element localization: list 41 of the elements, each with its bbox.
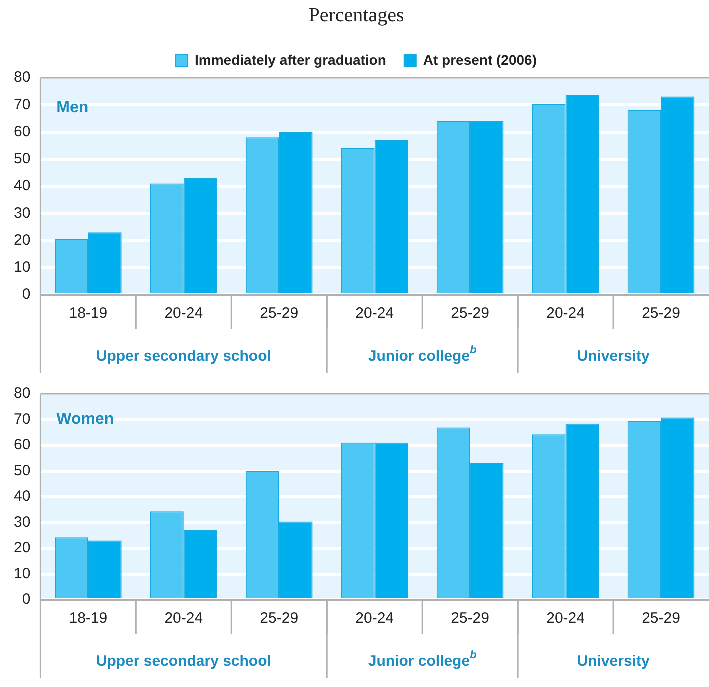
y-tick-label: 70 — [14, 410, 31, 428]
x-tick-label: 25-29 — [260, 610, 299, 628]
text: University — [577, 348, 650, 366]
y-tick-label: 40 — [14, 178, 31, 195]
x-tick-label: 20-24 — [164, 305, 204, 322]
x-tick-label: 20-24 — [356, 305, 394, 322]
y-tick-label: 70 — [14, 96, 31, 114]
y-tick-label: 0 — [22, 591, 31, 608]
y-tick-label: 50 — [14, 462, 31, 480]
y-tick-label: 60 — [14, 436, 31, 454]
y-tick-label: 20 — [14, 232, 31, 249]
chart-title: Percentages — [308, 4, 404, 26]
x-tick-label: 20-24 — [164, 610, 204, 628]
y-tick-label: 10 — [14, 259, 31, 276]
y-tick-label: 0 — [22, 286, 31, 304]
x-tick-label: 20-24 — [546, 305, 585, 322]
x-tick-label: 18-19 — [69, 610, 108, 628]
x-tick-label: 18-19 — [69, 305, 108, 322]
y-tick-label: 60 — [14, 123, 31, 140]
x-tick-label: 25-29 — [451, 610, 490, 628]
x-tick-label: 20-24 — [546, 610, 585, 628]
x-tick-label: 20-24 — [356, 610, 394, 628]
y-tick-label: 20 — [14, 540, 31, 557]
legend-label: At present (2006) — [423, 52, 537, 68]
y-tick-label: 40 — [14, 488, 31, 506]
legend-label: Immediately after graduation — [195, 52, 386, 68]
x-tick-label: 25-29 — [260, 305, 299, 322]
text: Upper secondary school — [96, 653, 272, 670]
x-tick-label: 25-29 — [642, 305, 680, 322]
y-tick-label: 80 — [14, 69, 31, 86]
text: Men — [56, 99, 89, 116]
x-tick-label: 25-29 — [642, 610, 680, 628]
text: Upper secondary school — [96, 348, 272, 366]
x-tick-label: 25-29 — [451, 305, 490, 322]
y-tick-label: 30 — [14, 204, 31, 222]
text: University — [577, 653, 650, 670]
y-tick-label: 80 — [14, 385, 31, 402]
y-tick-label: 10 — [14, 565, 31, 582]
text: Women — [56, 411, 114, 428]
y-tick-label: 50 — [14, 150, 31, 168]
y-tick-label: 30 — [14, 514, 31, 531]
